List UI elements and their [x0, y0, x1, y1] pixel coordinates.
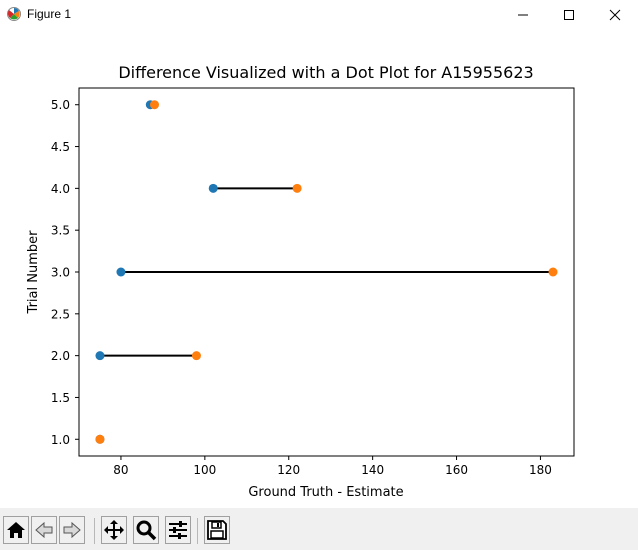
data-points	[95, 100, 558, 444]
maximize-button[interactable]	[546, 0, 592, 30]
y-axis-label: Trial Number	[26, 230, 41, 315]
close-icon	[609, 9, 621, 21]
forward-button[interactable]	[59, 516, 85, 544]
y-tick-label: 1.0	[51, 433, 70, 447]
x-tick-label: 80	[113, 463, 128, 477]
minimize-icon	[518, 14, 528, 16]
matplotlib-logo-icon	[7, 7, 21, 21]
home-icon	[7, 522, 25, 538]
x-axis-label: Ground Truth - Estimate	[248, 485, 403, 500]
y-axis-ticks: 1.0 1.5 2.0 2.5 3.0 3.5 4.0 4.5 5.0	[51, 98, 79, 447]
x-tick-label: 100	[193, 463, 216, 477]
save-icon	[207, 520, 227, 540]
toolbar-separator	[94, 518, 95, 544]
close-button[interactable]	[592, 0, 638, 30]
back-button[interactable]	[31, 516, 57, 544]
orange-data-point	[150, 100, 160, 110]
x-axis-ticks: 80 100 120 140 160 180	[113, 456, 552, 477]
connector-lines	[99, 103, 554, 357]
y-tick-label: 2.0	[51, 349, 70, 363]
magnifier-icon	[136, 520, 157, 541]
maximize-icon	[564, 10, 574, 20]
figure-canvas[interactable]: Difference Visualized with a Dot Plot fo…	[0, 30, 638, 508]
home-button[interactable]	[3, 516, 29, 544]
save-button[interactable]	[204, 516, 230, 544]
y-tick-label: 3.0	[51, 266, 70, 280]
y-tick-label: 3.5	[51, 224, 70, 238]
x-tick-label: 160	[445, 463, 468, 477]
y-tick-label: 4.0	[51, 182, 70, 196]
pan-button[interactable]	[101, 516, 127, 544]
y-tick-label: 2.5	[51, 307, 70, 321]
forward-arrow-icon	[63, 521, 81, 539]
y-tick-label: 5.0	[51, 98, 70, 112]
blue-data-point	[95, 351, 105, 361]
dot-plot-chart: Difference Visualized with a Dot Plot fo…	[26, 63, 575, 500]
sliders-icon	[169, 521, 187, 539]
window-title: Figure 1	[27, 7, 72, 21]
orange-data-point	[95, 434, 105, 444]
orange-data-point	[292, 183, 302, 193]
toolbar-separator	[197, 518, 198, 544]
configure-subplots-button[interactable]	[165, 516, 191, 544]
window-titlebar: Figure 1	[0, 0, 638, 30]
chart-title: Difference Visualized with a Dot Plot fo…	[118, 63, 533, 82]
blue-data-point	[116, 267, 126, 277]
orange-data-point	[548, 267, 558, 277]
back-arrow-icon	[35, 521, 53, 539]
x-tick-label: 140	[361, 463, 384, 477]
navigation-toolbar	[0, 508, 638, 550]
blue-data-point	[208, 183, 218, 193]
orange-data-point	[191, 351, 201, 361]
zoom-button[interactable]	[133, 516, 159, 544]
y-tick-label: 1.5	[51, 391, 70, 405]
y-tick-label: 4.5	[51, 140, 70, 154]
x-tick-label: 120	[277, 463, 300, 477]
minimize-button[interactable]	[500, 0, 546, 30]
x-tick-label: 180	[529, 463, 552, 477]
move-icon	[104, 520, 124, 540]
